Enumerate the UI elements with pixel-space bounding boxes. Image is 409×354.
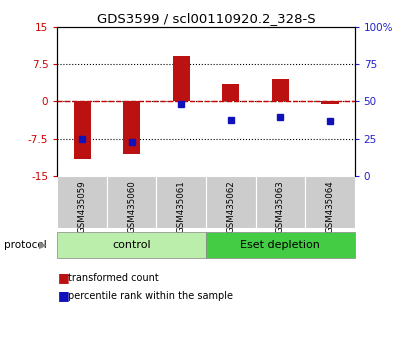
Bar [222,84,239,101]
Text: GSM435063: GSM435063 [275,180,284,233]
Bar [206,176,255,228]
Text: GSM435061: GSM435061 [176,180,185,233]
Bar [57,176,107,228]
Text: GSM435064: GSM435064 [325,180,334,233]
Text: percentile rank within the sample: percentile rank within the sample [67,291,232,301]
Text: GSM435060: GSM435060 [127,180,136,233]
Bar [320,101,338,104]
Text: transformed count: transformed count [67,273,158,283]
Bar [304,176,354,228]
Bar [57,232,206,258]
Bar [156,176,205,228]
Bar [206,232,354,258]
Bar [73,101,91,159]
Text: ■: ■ [57,272,69,284]
Text: control: control [112,240,151,250]
Bar [172,56,189,101]
Text: protocol: protocol [4,240,47,250]
Text: Eset depletion: Eset depletion [240,240,319,250]
Text: GSM435062: GSM435062 [226,180,235,233]
Text: ▶: ▶ [39,240,46,250]
Text: GSM435059: GSM435059 [77,180,86,233]
Bar [271,79,288,101]
Title: GDS3599 / scl00110920.2_328-S: GDS3599 / scl00110920.2_328-S [97,12,315,25]
Bar [255,176,304,228]
Bar [107,176,156,228]
Bar [123,101,140,154]
Text: ■: ■ [57,289,69,302]
